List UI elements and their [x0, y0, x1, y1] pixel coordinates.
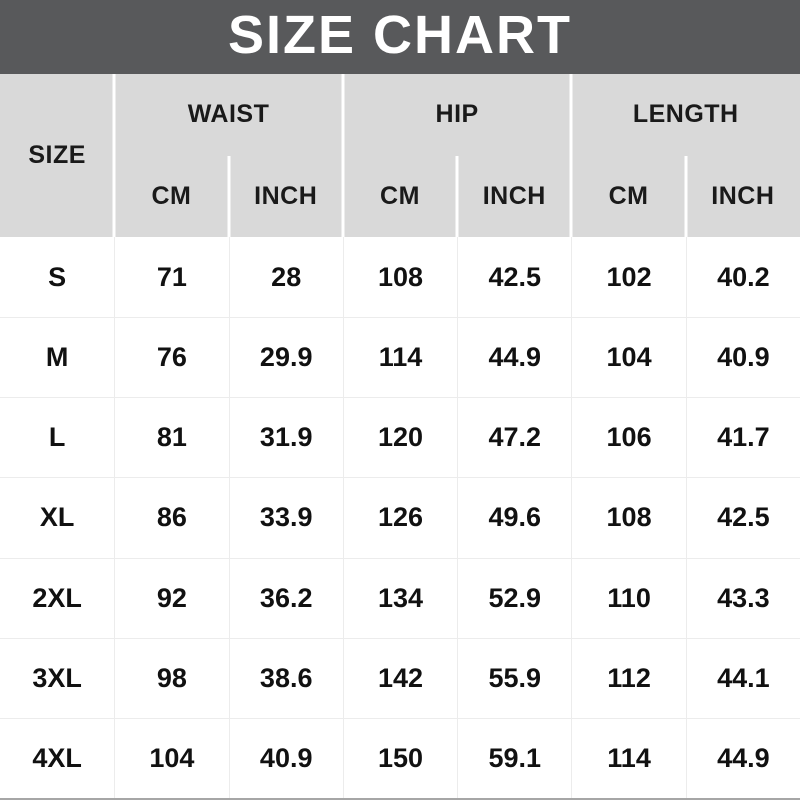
value-cell: 102	[571, 237, 685, 318]
table-body: S 71 28 108 42.5 102 40.2 M 76 29.9 114 …	[0, 237, 800, 798]
group-header-length: LENGTH	[632, 100, 739, 129]
table-row: S 71 28 108 42.5 102 40.2	[0, 237, 800, 318]
value-cell: 76	[114, 318, 228, 398]
value-cell: 104	[571, 318, 685, 398]
value-cell: 114	[571, 718, 685, 798]
size-cell: 3XL	[32, 662, 82, 693]
value-cell: 42.5	[457, 237, 571, 318]
value-cell: 114	[342, 318, 457, 398]
unit-header-hip-cm: CM	[380, 181, 420, 210]
size-cell: XL	[39, 502, 75, 533]
value-cell: 52.9	[457, 558, 571, 638]
unit-header-length-cm: CM	[608, 181, 649, 210]
value-cell: 150	[342, 718, 457, 798]
header-divider-vertical	[684, 155, 688, 237]
value-cell: 44.1	[685, 638, 800, 718]
value-cell: 142	[342, 638, 457, 718]
value-cell: 112	[571, 638, 685, 718]
value-cell: 81	[114, 398, 228, 478]
unit-header-waist-inch: INCH	[254, 181, 318, 210]
size-cell: 2XL	[32, 582, 82, 613]
value-cell: 104	[114, 718, 228, 798]
column-header-size: SIZE	[28, 141, 86, 169]
size-cell: M	[45, 342, 69, 373]
value-cell: 98	[114, 638, 228, 718]
value-cell: 29.9	[228, 318, 343, 398]
bottom-border	[0, 798, 800, 800]
value-cell: 108	[571, 478, 685, 558]
value-cell: 38.6	[228, 638, 343, 718]
size-cell: S	[48, 261, 67, 292]
group-header-hip: HIP	[435, 100, 479, 129]
value-cell: 55.9	[457, 638, 571, 718]
value-cell: 59.1	[457, 718, 571, 798]
unit-header-waist-cm: CM	[151, 181, 192, 210]
value-cell: 71	[114, 237, 228, 318]
value-cell: 44.9	[457, 318, 571, 398]
header-divider-vertical	[569, 74, 573, 237]
value-cell: 108	[342, 237, 457, 318]
table-row: L 81 31.9 120 47.2 106 41.7	[0, 397, 800, 478]
value-cell: 126	[342, 478, 457, 558]
value-cell: 43.3	[685, 558, 800, 638]
value-cell: 47.2	[457, 398, 571, 478]
value-cell: 49.6	[457, 478, 571, 558]
table-row: 3XL 98 38.6 142 55.9 112 44.1	[0, 637, 800, 718]
title-bar: SIZE CHART	[0, 0, 800, 74]
value-cell: 134	[342, 558, 457, 638]
value-cell: 92	[114, 558, 228, 638]
unit-header-length-inch: INCH	[711, 181, 775, 210]
size-cell: 4XL	[32, 742, 82, 773]
value-cell: 44.9	[685, 718, 800, 798]
value-cell: 28	[228, 237, 343, 318]
value-cell: 40.9	[685, 318, 800, 398]
value-cell: 86	[114, 478, 228, 558]
table-row: XL 86 33.9 126 49.6 108 42.5	[0, 477, 800, 558]
size-cell: L	[48, 422, 66, 453]
page-title: SIZE CHART	[228, 5, 572, 65]
unit-header-hip-inch: INCH	[482, 181, 546, 210]
value-cell: 120	[342, 398, 457, 478]
value-cell: 42.5	[685, 478, 800, 558]
value-cell: 40.9	[228, 718, 343, 798]
table-row: 4XL 104 40.9 150 59.1 114 44.9	[0, 717, 800, 798]
value-cell: 41.7	[685, 398, 800, 478]
table-row: 2XL 92 36.2 134 52.9 110 43.3	[0, 557, 800, 638]
table-header: SIZE WAIST HIP LENGTH CM INCH CM INCH CM…	[0, 74, 800, 237]
value-cell: 110	[571, 558, 685, 638]
value-cell: 40.2	[685, 237, 800, 318]
header-divider-vertical	[341, 74, 345, 237]
header-divider-vertical	[227, 155, 231, 237]
header-divider-vertical	[455, 155, 459, 237]
value-cell: 31.9	[228, 398, 343, 478]
value-cell: 106	[571, 398, 685, 478]
header-divider-vertical	[112, 74, 116, 237]
table-row: M 76 29.9 114 44.9 104 40.9	[0, 317, 800, 398]
value-cell: 33.9	[228, 478, 343, 558]
value-cell: 36.2	[228, 558, 343, 638]
group-header-waist: WAIST	[187, 100, 270, 129]
